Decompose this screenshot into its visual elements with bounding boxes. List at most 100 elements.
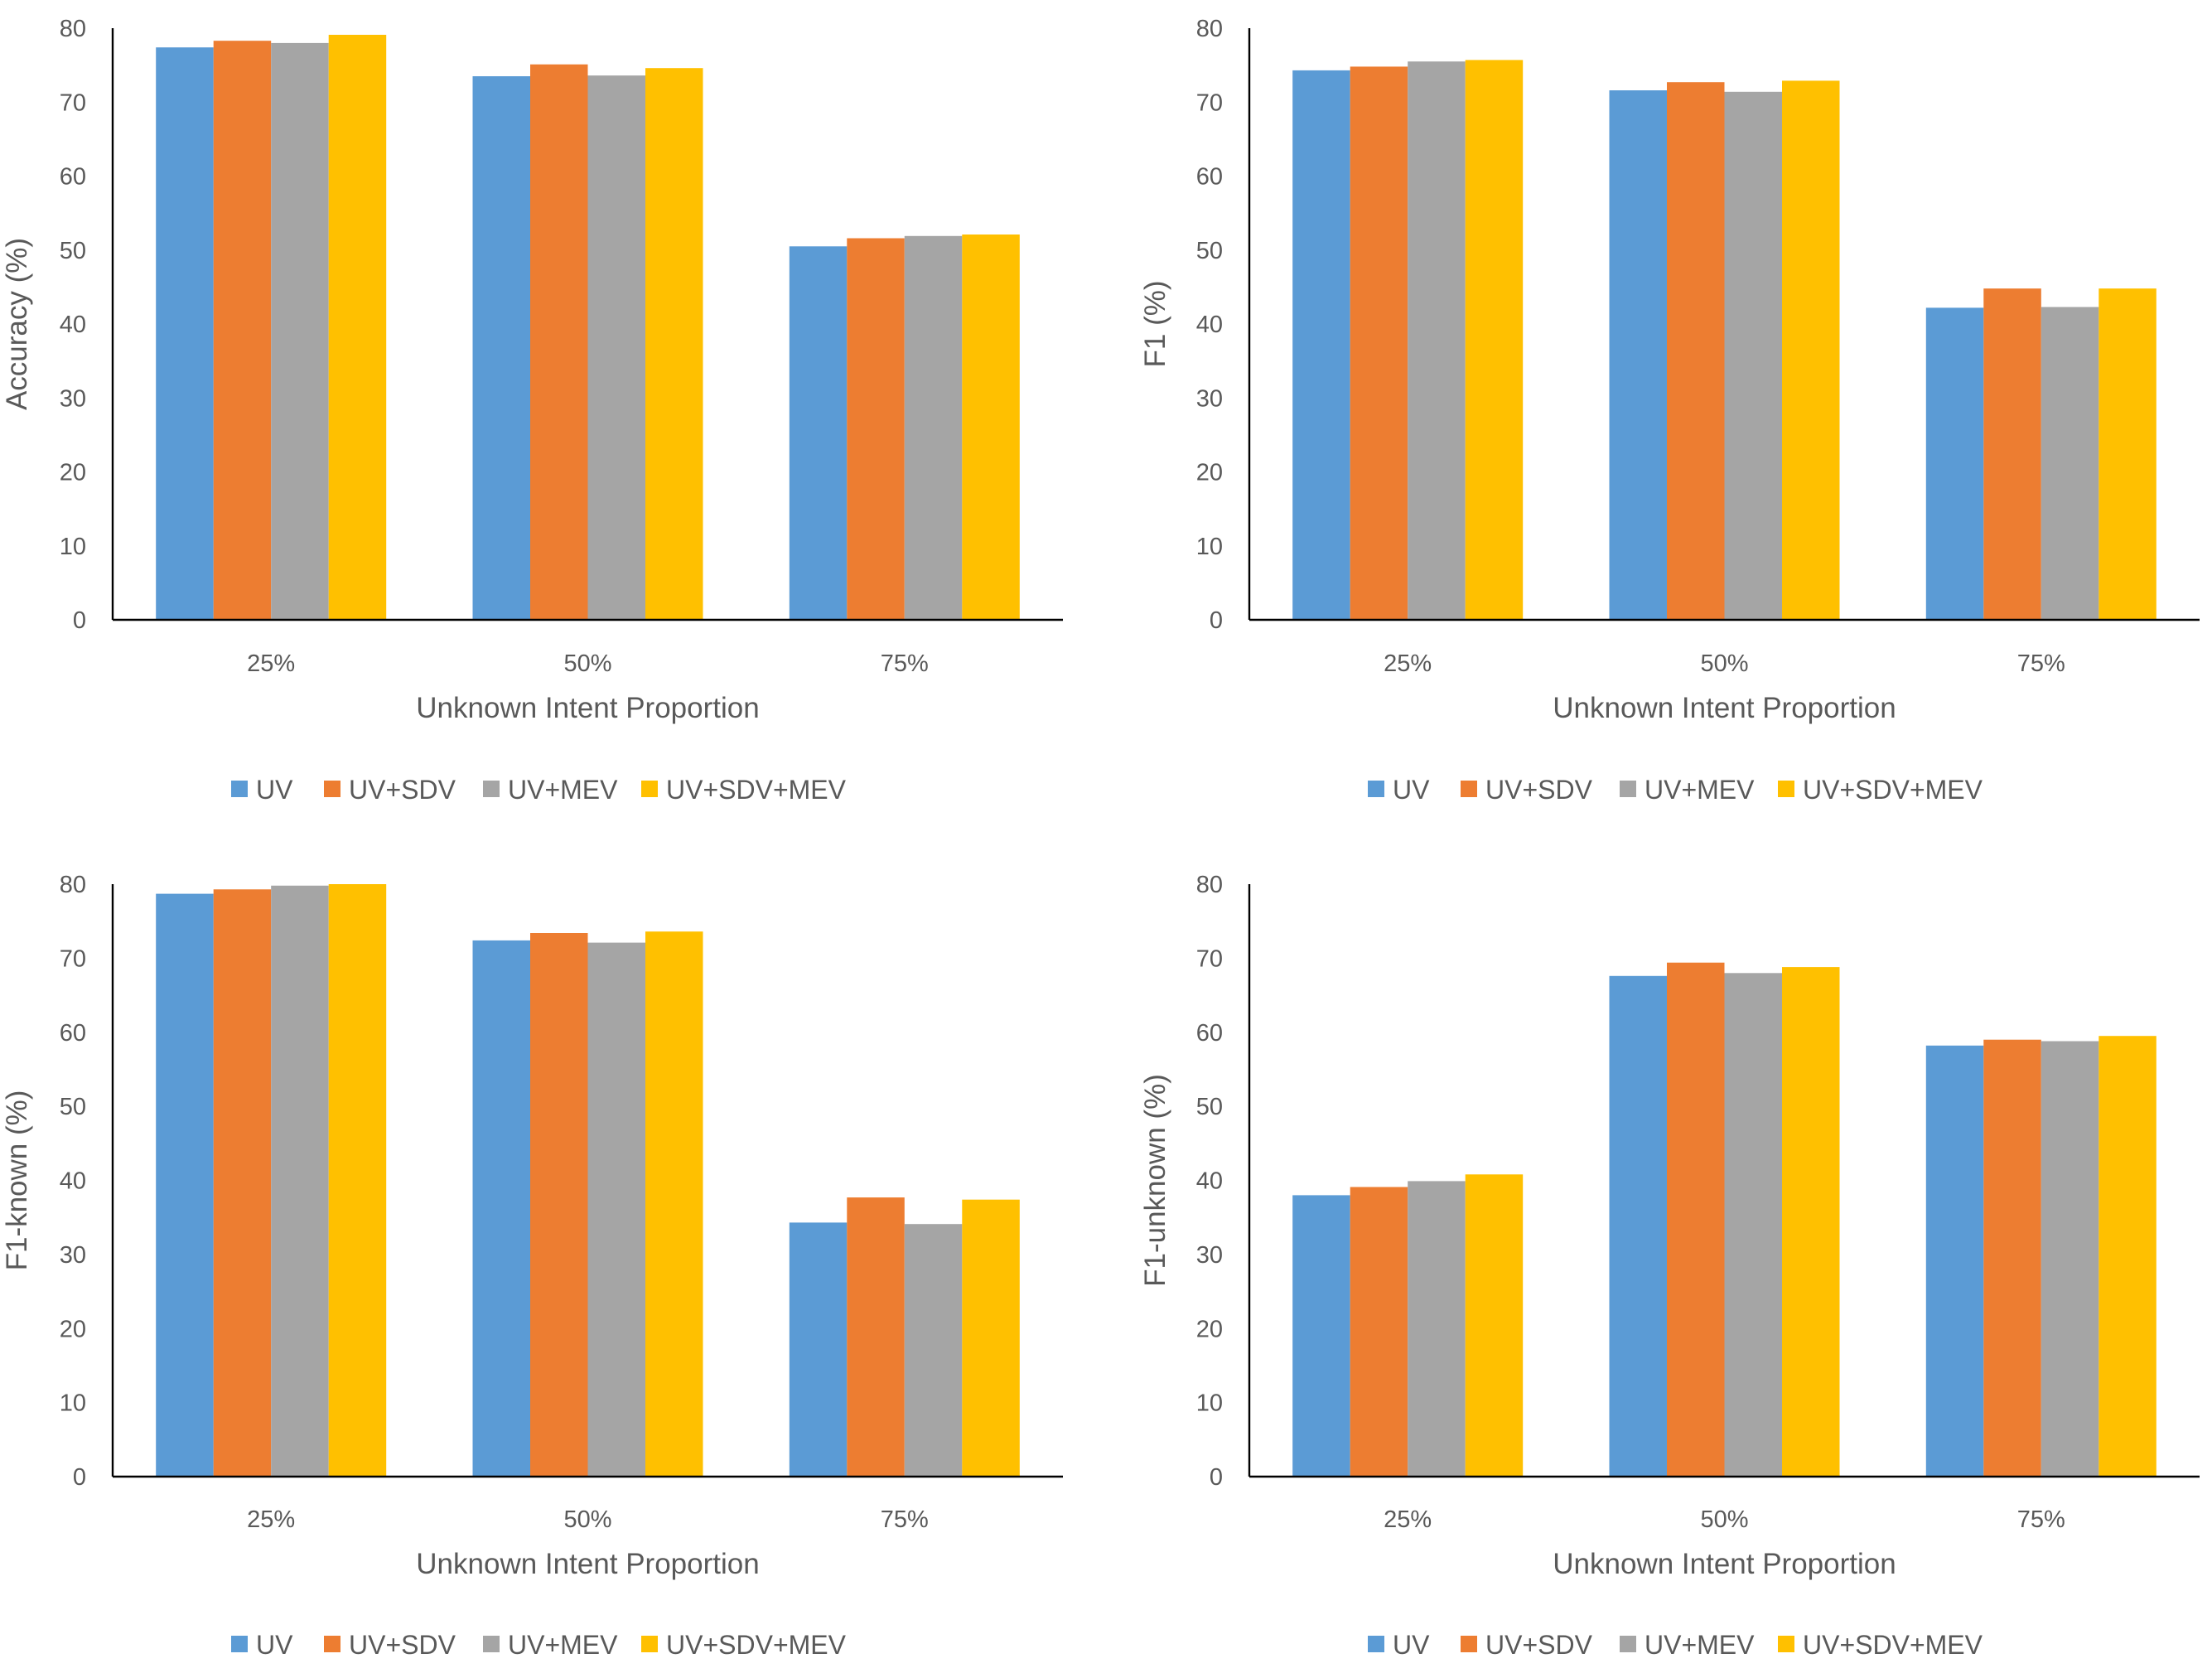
legend-swatch: [1620, 781, 1636, 797]
legend-label: UV+SDV: [1485, 1630, 1593, 1660]
legend-swatch: [1778, 1636, 1794, 1652]
legend-label: UV+SDV+MEV: [666, 775, 847, 805]
x-tick-label: 75%: [881, 1506, 929, 1533]
y-tick-label: 40: [60, 312, 86, 338]
x-axis-title: Unknown Intent Proportion: [1553, 1548, 1896, 1580]
bar-uv-mev-50pct: [1724, 91, 1782, 621]
bar-uv-sdv-50pct: [1667, 962, 1725, 1477]
y-axis-title: Accuracy (%): [1, 238, 33, 410]
y-tick-label: 80: [1196, 16, 1223, 42]
bar-uv-sdv-mev-25pct: [328, 35, 387, 620]
bar-uv-mev-75pct: [2041, 307, 2099, 620]
x-tick-label: 75%: [881, 650, 929, 677]
legend-swatch: [324, 1636, 340, 1652]
bar-uv-25pct: [156, 47, 214, 620]
legend-label: UV: [256, 775, 293, 805]
y-tick-label: 30: [1196, 1242, 1223, 1269]
legend-swatch: [1461, 1636, 1477, 1652]
legend-swatch: [483, 1636, 500, 1652]
bar-uv-sdv-mev-75pct: [962, 1199, 1020, 1477]
legend-swatch: [324, 781, 340, 797]
bar-uv-mev-50pct: [587, 942, 645, 1477]
x-axis-title: Unknown Intent Proportion: [416, 692, 759, 724]
bar-uv-50pct: [1609, 975, 1667, 1477]
x-tick-label: 50%: [1700, 650, 1748, 677]
bar-uv-sdv-mev-50pct: [1782, 80, 1840, 620]
y-tick-label: 10: [60, 1390, 86, 1417]
bar-uv-sdv-50pct: [530, 933, 588, 1477]
bar-uv-sdv-75pct: [847, 1197, 905, 1477]
x-axis-title: Unknown Intent Proportion: [416, 1548, 759, 1580]
bar-uv-75pct: [789, 1222, 848, 1477]
y-tick-label: 80: [60, 16, 86, 42]
y-tick-label: 30: [60, 385, 86, 412]
y-tick-label: 0: [73, 1464, 86, 1491]
y-tick-label: 30: [60, 1242, 86, 1269]
y-tick-label: 10: [60, 534, 86, 560]
bar-uv-mev-75pct: [904, 1224, 963, 1477]
bar-uv-mev-25pct: [271, 885, 329, 1477]
bar-uv-sdv-75pct: [1983, 288, 2041, 620]
legend-swatch: [1368, 1636, 1384, 1652]
y-tick-label: 60: [60, 1020, 86, 1047]
bar-uv-mev-50pct: [1724, 973, 1782, 1477]
x-tick-label: 50%: [563, 1506, 611, 1533]
legend-label: UV+SDV+MEV: [666, 1630, 847, 1660]
y-tick-label: 60: [1196, 1020, 1223, 1047]
legend-swatch: [1461, 781, 1477, 797]
y-tick-label: 70: [1196, 945, 1223, 972]
y-tick-label: 0: [73, 607, 86, 634]
y-tick-label: 80: [1196, 872, 1223, 898]
legend-label: UV+SDV+MEV: [1803, 775, 1983, 805]
bar-uv-sdv-mev-50pct: [645, 68, 703, 620]
y-tick-label: 40: [1196, 1168, 1223, 1195]
legend-label: UV+SDV: [1485, 775, 1593, 805]
bar-uv-25pct: [156, 893, 214, 1477]
bar-uv-sdv-25pct: [1350, 66, 1408, 620]
y-tick-label: 20: [1196, 460, 1223, 486]
y-tick-label: 70: [1196, 89, 1223, 116]
y-tick-label: 70: [60, 945, 86, 972]
bar-uv-sdv-mev-75pct: [962, 235, 1020, 620]
bar-uv-mev-50pct: [587, 75, 645, 621]
legend: UV UV+SDV UV+MEV UV+SDV+MEV: [231, 1630, 847, 1660]
y-tick-label: 40: [1196, 312, 1223, 338]
bar-uv-mev-25pct: [1408, 1181, 1466, 1477]
bar-uv-sdv-75pct: [1983, 1039, 2041, 1477]
legend-label: UV+SDV: [349, 1630, 456, 1660]
legend: UV UV+SDV UV+MEV UV+SDV+MEV: [1368, 775, 1983, 805]
x-tick-label: 25%: [1384, 650, 1432, 677]
bar-uv-25pct: [1292, 1195, 1350, 1477]
bar-uv-sdv-mev-75pct: [2099, 288, 2156, 620]
bar-uv-sdv-50pct: [1667, 82, 1725, 620]
legend-label: UV: [1393, 775, 1430, 805]
bar-uv-mev-25pct: [271, 42, 329, 620]
bar-uv-sdv-mev-25pct: [1465, 60, 1524, 620]
y-tick-label: 70: [60, 89, 86, 116]
bar-uv-mev-25pct: [1408, 61, 1466, 620]
x-tick-label: 50%: [563, 650, 611, 677]
bar-uv-sdv-50pct: [530, 64, 588, 620]
y-axis-title: F1 (%): [1139, 281, 1171, 368]
y-tick-label: 10: [1196, 1390, 1223, 1417]
y-tick-label: 0: [1210, 607, 1223, 634]
y-tick-label: 20: [1196, 1316, 1223, 1342]
bar-uv-sdv-mev-25pct: [1465, 1174, 1524, 1477]
y-tick-label: 40: [60, 1168, 86, 1195]
y-tick-label: 50: [1196, 238, 1223, 264]
legend-swatch: [483, 781, 500, 797]
y-tick-label: 50: [60, 1094, 86, 1120]
chart-panel-4: 0 10 20 30 40 50 60 70 80 F1-unknown (%) 25% 50% 75%…: [1139, 872, 2200, 1660]
legend-swatch: [1368, 781, 1384, 797]
x-tick-label: 25%: [247, 1506, 295, 1533]
chart-panel-3: 0 10 20 30 40 50 60 70 80 F1-known (%) 25% 50% 75% Un…: [1, 872, 1063, 1660]
bar-uv-75pct: [1925, 1045, 1984, 1477]
bar-uv-sdv-mev-75pct: [2099, 1036, 2156, 1477]
y-tick-label: 20: [60, 1316, 86, 1342]
legend-swatch: [231, 1636, 248, 1652]
legend-swatch: [641, 781, 658, 797]
bar-uv-75pct: [1925, 307, 1984, 620]
x-tick-label: 50%: [1700, 1506, 1748, 1533]
legend: UV UV+SDV UV+MEV UV+SDV+MEV: [1368, 1630, 1983, 1660]
